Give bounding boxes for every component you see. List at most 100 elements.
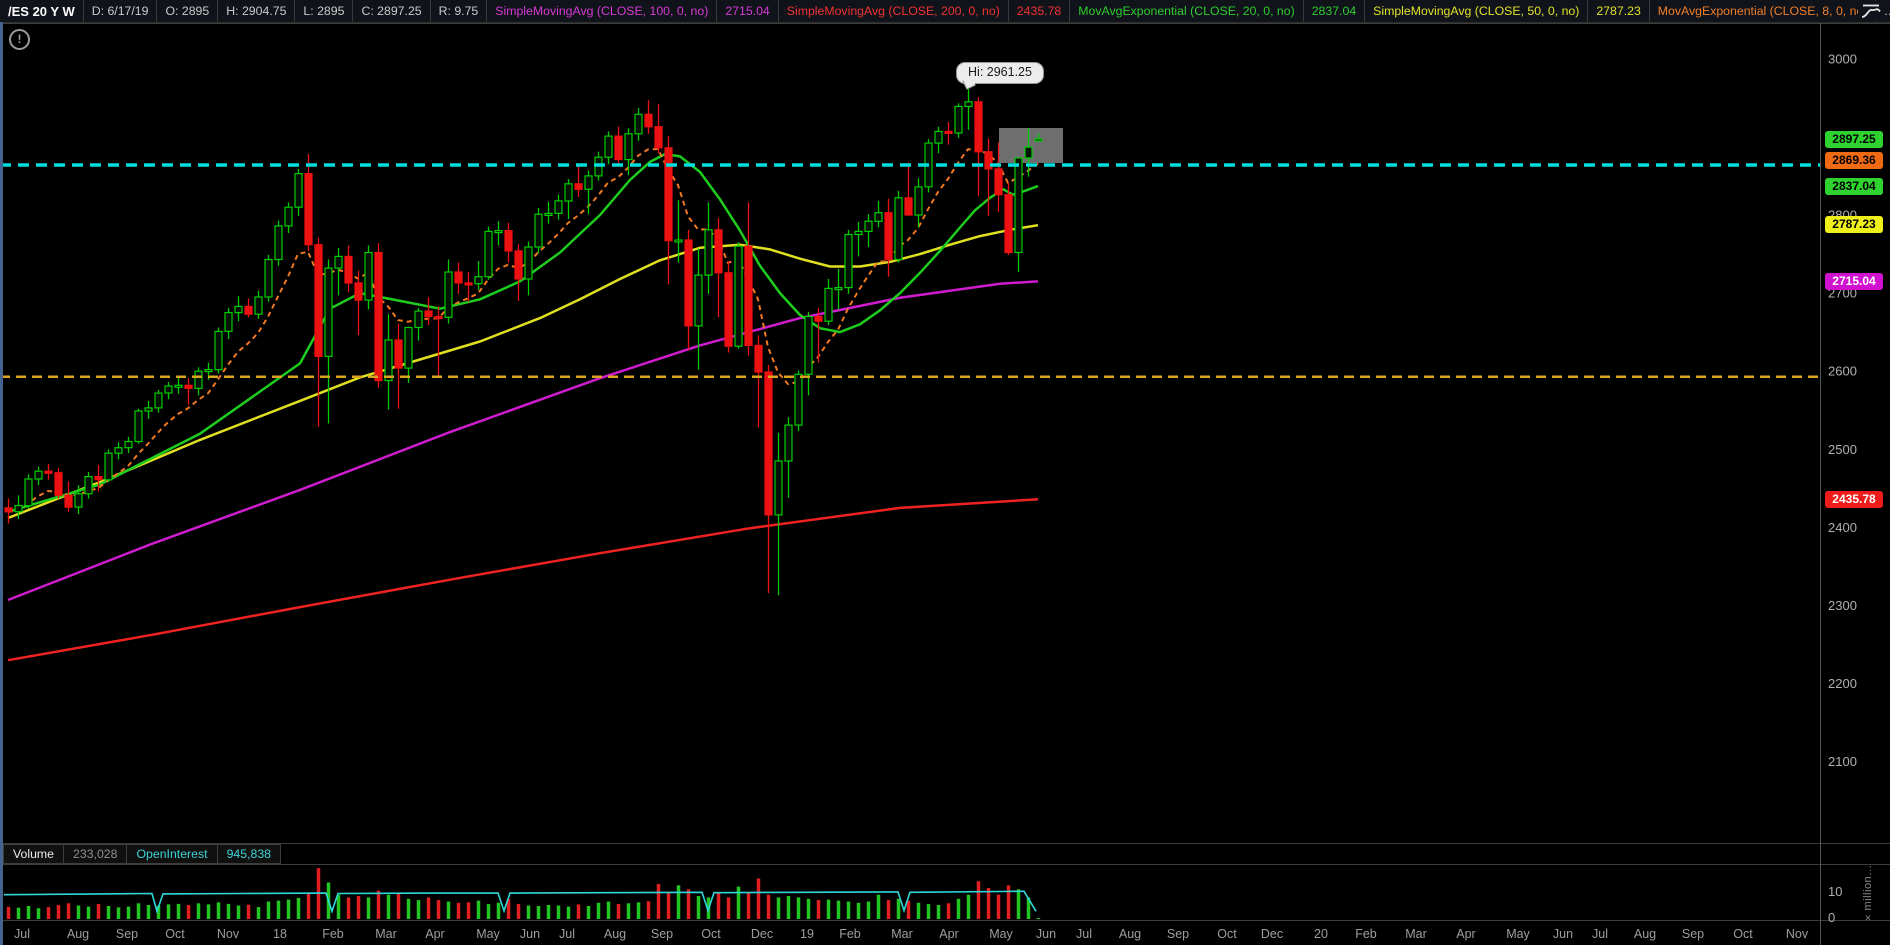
time-tick-label: Sep bbox=[1167, 927, 1189, 941]
chart-header-bar: /ES 20 Y W D: 6/17/19 O: 2895 H: 2904.75 L: … bbox=[0, 0, 1890, 23]
info-icon[interactable]: ! bbox=[9, 29, 30, 50]
candle-body bbox=[14, 504, 23, 513]
candle-body bbox=[844, 233, 853, 289]
indicator-label[interactable]: MovAvgExponential (CLOSE, 20, 0, no) bbox=[1070, 0, 1304, 22]
candle-body bbox=[604, 135, 613, 158]
ma-line-sma50 bbox=[7, 223, 1039, 520]
candle-body bbox=[784, 424, 793, 462]
time-tick-label: Feb bbox=[322, 927, 344, 941]
candle-body bbox=[104, 452, 113, 481]
time-tick-label: Feb bbox=[839, 927, 861, 941]
ohlc-field: R: 9.75 bbox=[431, 0, 488, 22]
volume-tick-label: 0 bbox=[1828, 910, 1835, 925]
candle-body bbox=[814, 315, 823, 322]
candle-body bbox=[754, 344, 763, 373]
candle-body bbox=[334, 255, 343, 269]
candle-body bbox=[834, 287, 843, 291]
time-tick-label: Jul bbox=[559, 927, 575, 941]
candle-body bbox=[874, 212, 883, 222]
time-tick-label: Sep bbox=[1682, 927, 1704, 941]
volume-tick-label: 10 bbox=[1828, 884, 1842, 899]
indicator-label[interactable]: SimpleMovingAvg (CLOSE, 200, 0, no) bbox=[779, 0, 1009, 22]
ohlc-field: D: 6/17/19 bbox=[84, 0, 158, 22]
indicator-label[interactable]: SimpleMovingAvg (CLOSE, 100, 0, no) bbox=[487, 0, 718, 22]
candle-body bbox=[294, 173, 303, 208]
chart-style-icon[interactable] bbox=[1858, 1, 1884, 21]
candle-body bbox=[284, 206, 293, 227]
price-tick-label: 3000 bbox=[1828, 51, 1857, 66]
open-interest-study-label[interactable]: OpenInterest bbox=[127, 844, 218, 864]
time-tick-label: Nov bbox=[217, 927, 240, 941]
symbol-label[interactable]: /ES 20 Y W bbox=[0, 0, 84, 22]
candle-body bbox=[454, 271, 463, 284]
time-tick-label: Aug bbox=[1634, 927, 1656, 941]
indicator-label[interactable]: SimpleMovingAvg (CLOSE, 50, 0, no) bbox=[1365, 0, 1589, 22]
open-interest-value: 945,838 bbox=[217, 844, 282, 864]
moving-average-lines bbox=[7, 147, 1039, 662]
candle-body bbox=[564, 183, 573, 202]
candle-body bbox=[804, 315, 813, 375]
price-tick-label: 2500 bbox=[1828, 442, 1857, 457]
candle-body bbox=[544, 212, 553, 216]
time-tick-label: Oct bbox=[1217, 927, 1237, 941]
price-tick-label: 2400 bbox=[1828, 520, 1857, 535]
candle-body bbox=[34, 470, 43, 480]
indicator-value: 2715.04 bbox=[717, 0, 779, 22]
candle-body bbox=[264, 258, 273, 298]
ohlc-field: C: 2897.25 bbox=[353, 0, 431, 22]
indicator-overflow[interactable]: ... bbox=[1876, 0, 1890, 22]
time-tick-label: Aug bbox=[604, 927, 626, 941]
ma-line-sma200 bbox=[7, 498, 1039, 662]
candle-body bbox=[314, 244, 323, 357]
candle-body bbox=[514, 250, 523, 280]
time-tick-label: Oct bbox=[165, 927, 185, 941]
open-interest-line bbox=[3, 890, 1037, 914]
candle-body bbox=[4, 507, 13, 513]
price-axis-bubble: 2715.04 bbox=[1825, 273, 1883, 290]
candle-body bbox=[734, 245, 743, 347]
candle-body bbox=[574, 183, 583, 190]
candle-body bbox=[954, 105, 963, 134]
time-tick-label: 20 bbox=[1314, 927, 1328, 941]
candle-body bbox=[944, 130, 953, 134]
volume-study-label[interactable]: Volume bbox=[3, 844, 65, 864]
candle-body bbox=[714, 229, 723, 274]
candle-body bbox=[94, 476, 103, 481]
time-tick-label: Nov bbox=[1786, 927, 1809, 941]
candle-body bbox=[234, 305, 243, 314]
candlestick-series[interactable] bbox=[4, 89, 1043, 596]
ohlc-field: O: 2895 bbox=[157, 0, 219, 22]
candle-body bbox=[124, 440, 133, 449]
candle-body bbox=[494, 230, 503, 234]
candle-body bbox=[504, 230, 513, 252]
candle-body bbox=[724, 272, 733, 347]
price-tick-label: 2600 bbox=[1828, 364, 1857, 379]
candle-body bbox=[554, 200, 563, 214]
time-tick-label: May bbox=[476, 927, 500, 941]
candle-body bbox=[134, 410, 143, 443]
candle-body bbox=[694, 274, 703, 327]
time-tick-label: Jun bbox=[1036, 927, 1056, 941]
time-tick-label: 18 bbox=[273, 927, 287, 941]
volume-series[interactable] bbox=[3, 868, 1041, 919]
volume-axis-unit-label: ×million… bbox=[1862, 864, 1874, 923]
time-tick-label: Dec bbox=[751, 927, 773, 941]
price-axis-bubble: 2837.04 bbox=[1825, 178, 1883, 195]
candle-body bbox=[584, 175, 593, 190]
high-price-tooltip: Hi: 2961.25 bbox=[956, 62, 1044, 90]
candle-body bbox=[194, 370, 203, 390]
high-price-tooltip-text: Hi: 2961.25 bbox=[968, 65, 1032, 79]
candle-body bbox=[324, 267, 333, 358]
time-axis[interactable]: Jul Aug Sep Oct Nov 18 Feb Mar Apr May Jun Jul Aug Se… bbox=[14, 927, 1809, 941]
volume-value: 233,028 bbox=[64, 844, 128, 864]
time-tick-label: Mar bbox=[375, 927, 397, 941]
candle-body bbox=[634, 113, 643, 135]
candle-body bbox=[74, 493, 83, 508]
time-tick-label: Apr bbox=[939, 927, 958, 941]
time-tick-label: Jul bbox=[1592, 927, 1608, 941]
candle-body bbox=[854, 230, 863, 236]
candle-body bbox=[24, 478, 33, 507]
price-tick-label: 2100 bbox=[1828, 754, 1857, 769]
candle-body bbox=[624, 133, 633, 161]
